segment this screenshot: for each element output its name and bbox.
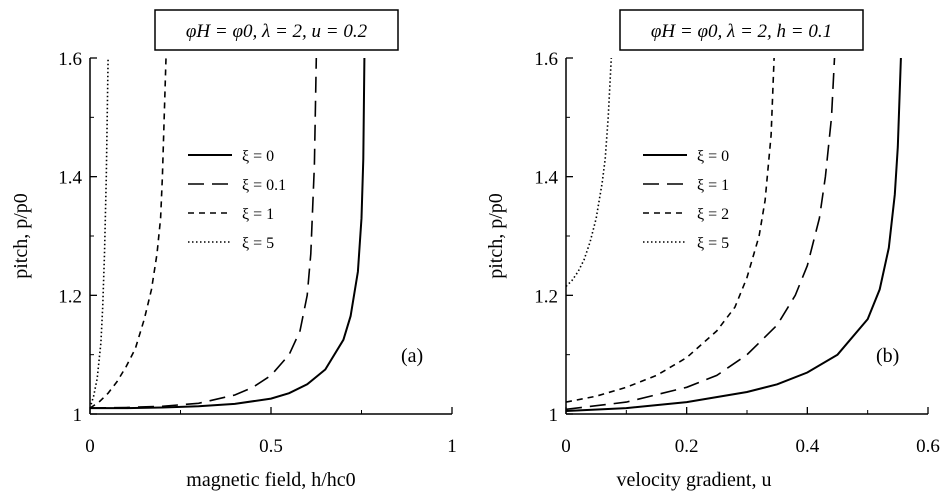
y-tick-label: 1.4	[534, 168, 558, 189]
x-axis-label: magnetic field, h/hc0	[186, 469, 355, 491]
y-axis-label: pitch, p/p0	[10, 193, 32, 279]
legend-label-3: ξ = 1	[242, 206, 274, 223]
series-line-3	[566, 57, 775, 403]
y-tick-label: 1	[549, 405, 559, 426]
legend: ξ = 0 ξ = 0.1 ξ = 1 ξ = 5	[188, 148, 286, 252]
panel-label: (a)	[401, 345, 423, 367]
legend-label-4: ξ = 5	[697, 235, 729, 252]
x-tick-label: 0.6	[916, 436, 940, 457]
legend-label-1: ξ = 0	[697, 148, 729, 165]
series-line-2	[566, 57, 836, 411]
legend-label-2: ξ = 1	[697, 177, 729, 194]
y-tick-label: 1.2	[58, 286, 82, 307]
x-tick-label: 1	[447, 436, 457, 457]
x-tick-label: 0	[85, 436, 95, 457]
y-tick-label: 1.2	[534, 286, 558, 307]
x-axis-label: velocity gradient, u	[617, 469, 772, 491]
parameter-box	[619, 9, 864, 51]
x-tick-label: 0.5	[259, 436, 283, 457]
legend-label-2: ξ = 0.1	[242, 177, 286, 194]
legend: ξ = 0 ξ = 1 ξ = 2 ξ = 5	[643, 148, 729, 252]
series-line-4	[566, 57, 613, 287]
series-line-3	[90, 57, 167, 409]
panel-label: (b)	[876, 345, 899, 367]
series-line-1	[90, 57, 366, 410]
y-tick-label: 1.6	[58, 49, 82, 70]
y-tick-label: 1.4	[58, 168, 82, 189]
legend-label-1: ξ = 0	[242, 148, 274, 165]
chart-panel-1: 1 1.2 1.4 1.6 0 0.5 1 ξ = 0 ξ = 0.1 ξ = 1 ξ = 5 φH …	[10, 9, 457, 491]
series-line-4	[90, 57, 109, 409]
chart-panel-2: 1 1.2 1.4 1.6 0 0.2 0.4 0.6 ξ = 0 ξ = 1 ξ = 2 ξ = 5…	[485, 9, 940, 491]
x-tick-label: 0	[561, 436, 571, 457]
legend-label-3: ξ = 2	[697, 206, 729, 223]
series-line-1	[566, 57, 902, 412]
y-axis-label: pitch, p/p0	[485, 193, 507, 279]
x-tick-label: 0.4	[795, 436, 819, 457]
parameter-text: φH = φ0, λ = 2, u = 0.2	[186, 21, 368, 42]
x-tick-label: 0.2	[675, 436, 699, 457]
y-tick-label: 1	[73, 405, 83, 426]
parameter-box	[154, 9, 399, 51]
y-tick-label: 1.6	[534, 49, 558, 70]
legend-label-4: ξ = 5	[242, 235, 274, 252]
parameter-text: φH = φ0, λ = 2, h = 0.1	[651, 21, 832, 42]
series-line-2	[90, 57, 318, 409]
